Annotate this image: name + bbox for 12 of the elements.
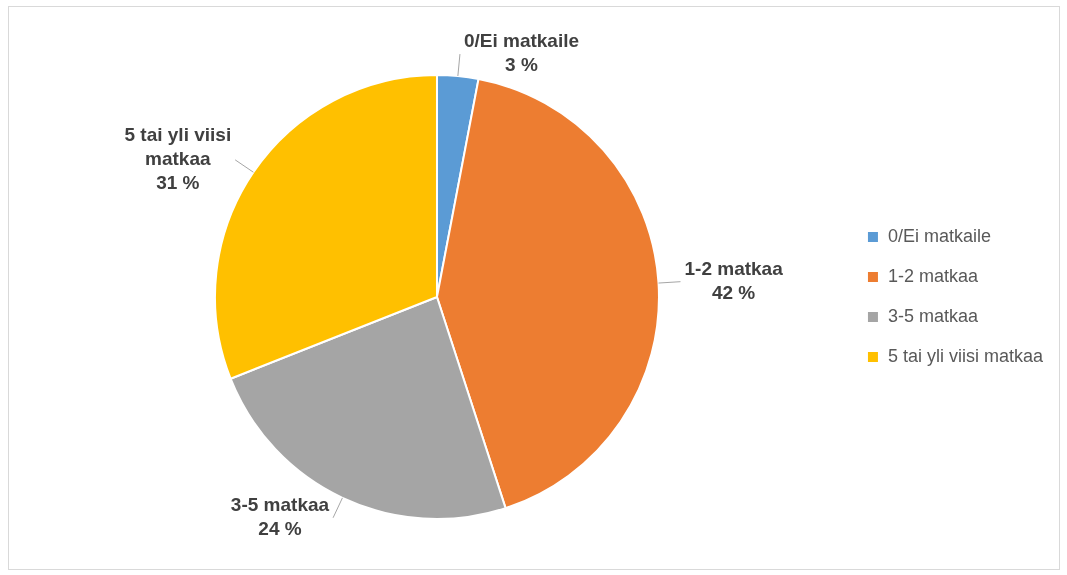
data-label: 42 % <box>711 281 756 303</box>
slice-label: 0/Ei matkaile <box>463 30 580 52</box>
slice-label: 5 tai yli viisi matkaa <box>124 124 232 170</box>
legend-label: 3-5 matkaa <box>887 305 979 326</box>
legend-label: 5 tai yli viisi matkaa <box>887 345 1044 366</box>
slice-label: 1-2 matkaa <box>684 257 784 279</box>
legend-label: 1-2 matkaa <box>887 265 979 286</box>
data-label: 24 % <box>258 518 302 540</box>
slice-label: 3-5 matkaa <box>230 494 330 516</box>
legend-label: 0/Ei matkaile <box>887 225 991 246</box>
data-label: 3 % <box>505 54 538 76</box>
data-label: 31 % <box>156 172 200 194</box>
